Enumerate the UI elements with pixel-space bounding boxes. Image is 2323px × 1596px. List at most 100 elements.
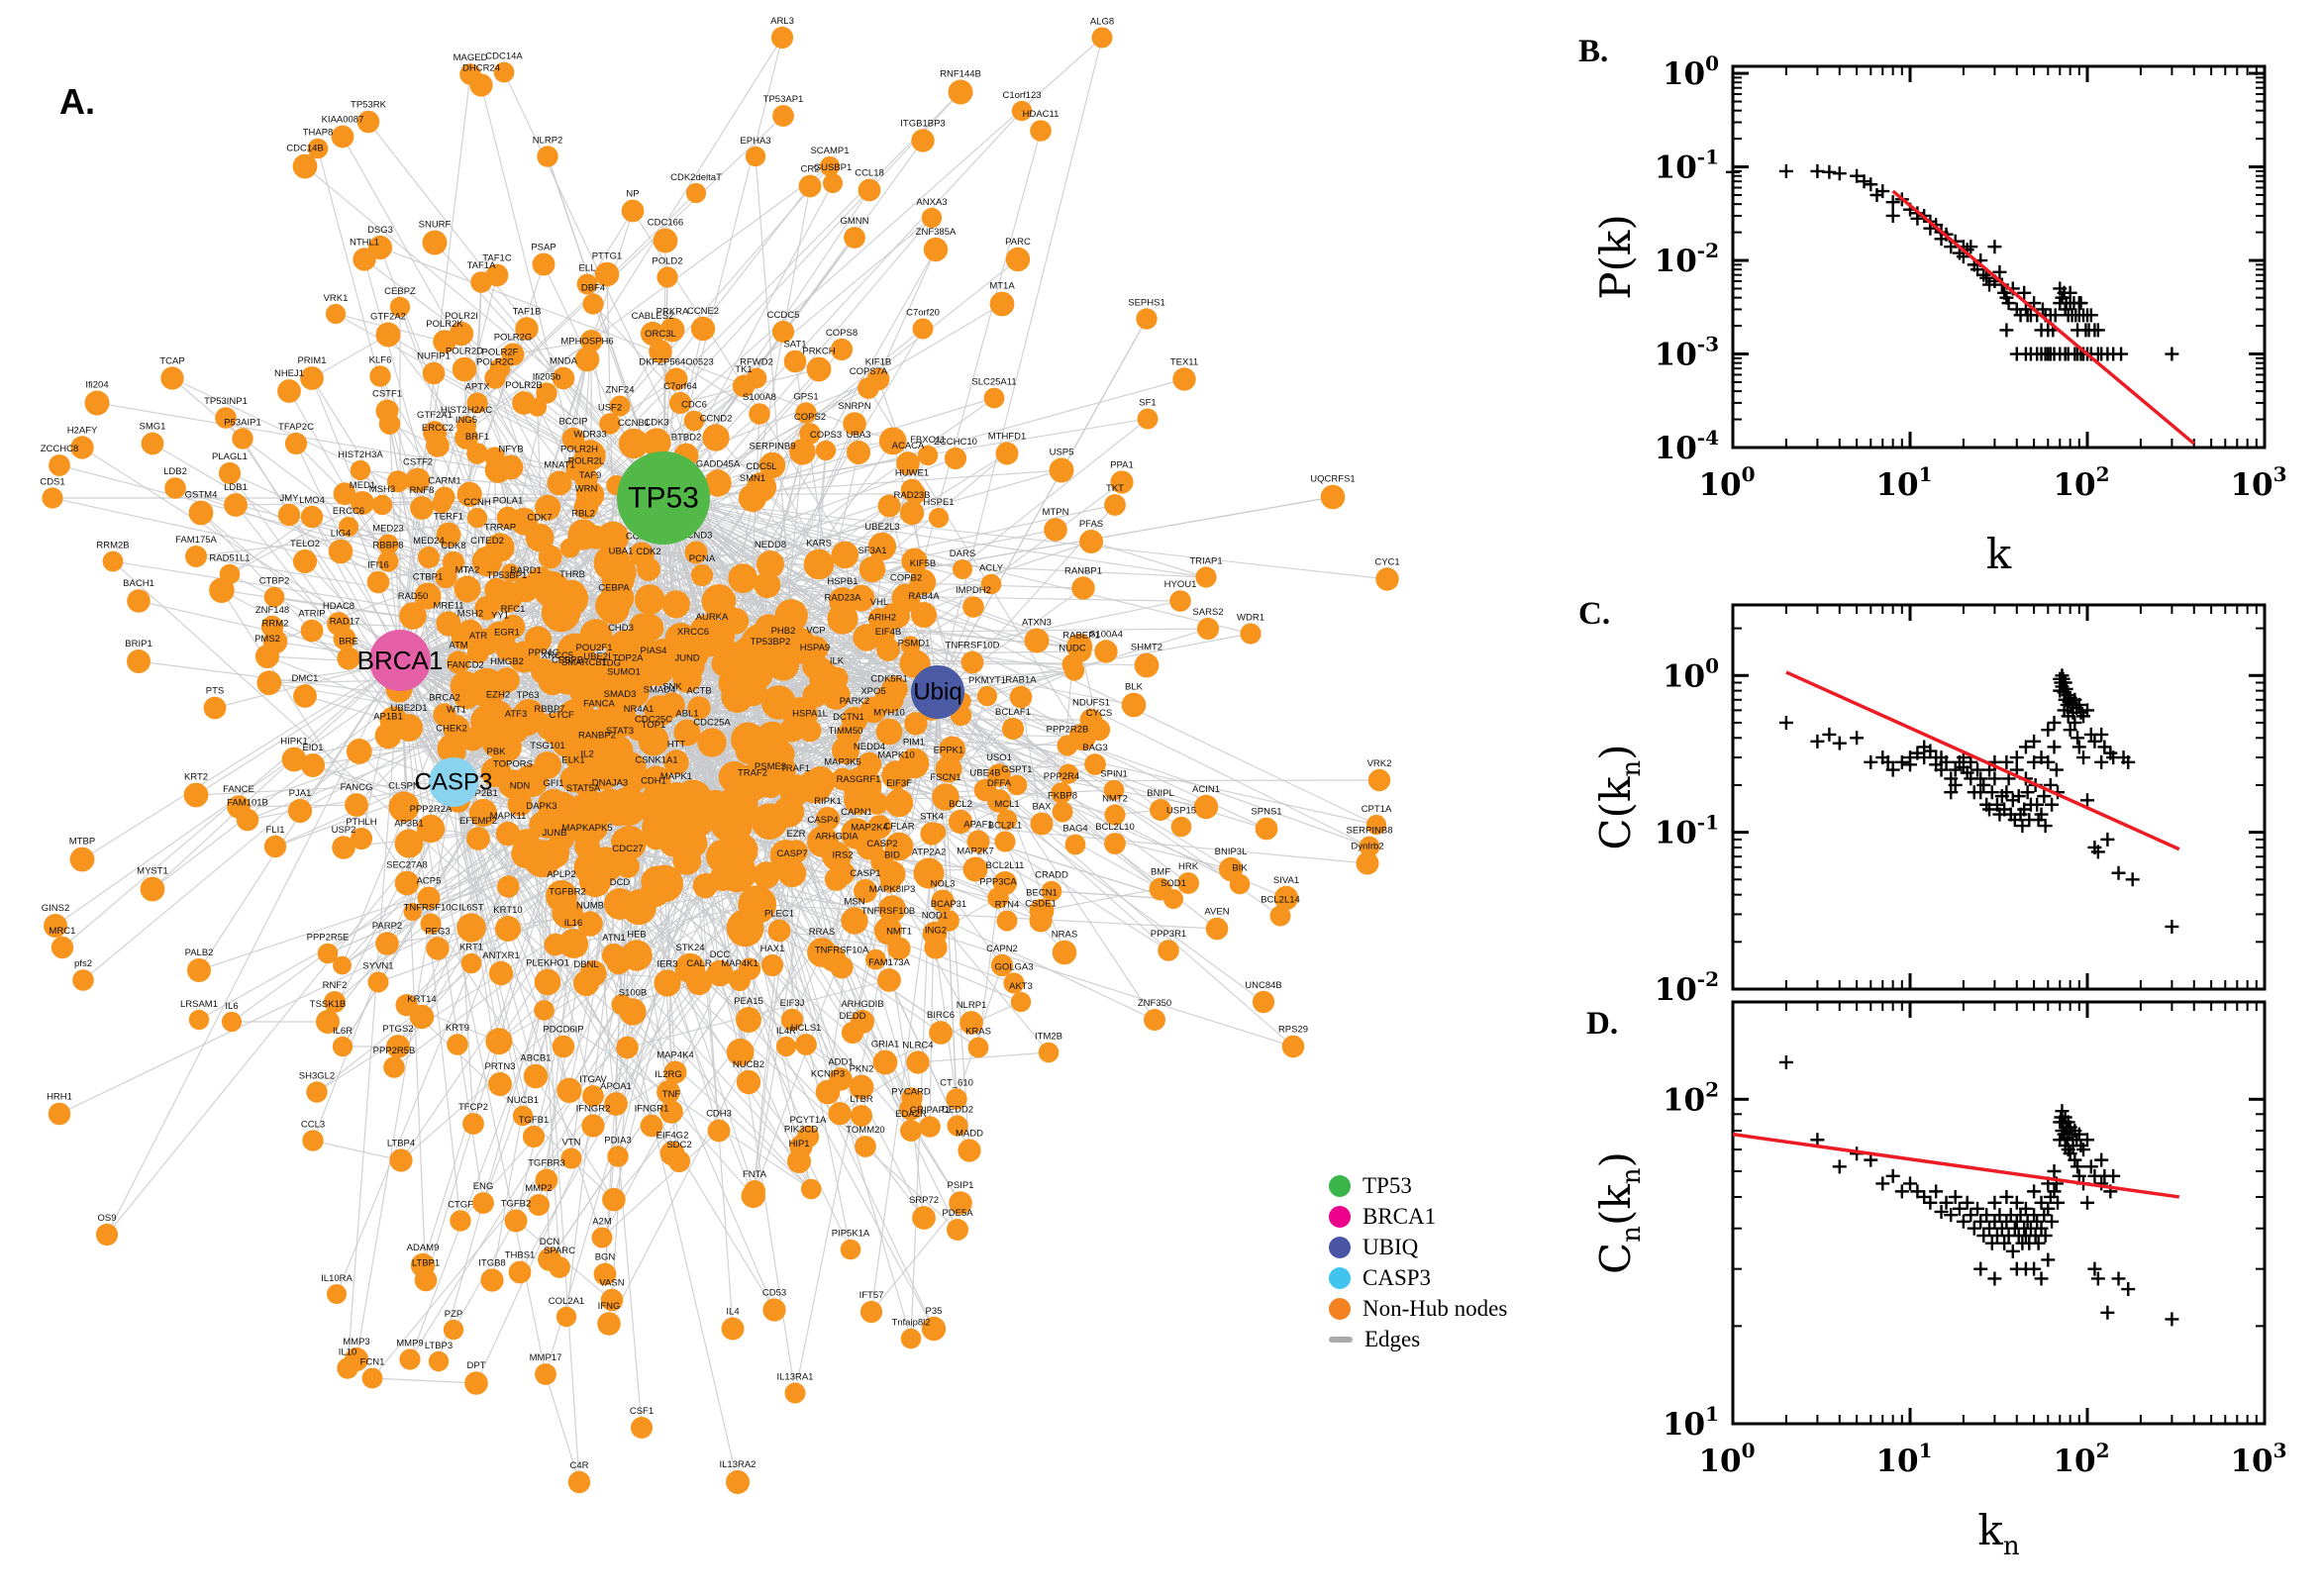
network-node	[745, 146, 766, 167]
network-node-label: P53AIP1	[224, 417, 261, 428]
network-node	[855, 1136, 876, 1157]
network-node-label: IL13RA2	[720, 1459, 757, 1470]
network-node	[375, 932, 399, 955]
network-node	[371, 494, 393, 516]
network-node	[877, 968, 901, 992]
network-node-label: TNFRSF10B	[861, 906, 915, 917]
network-node-label: CDK3	[644, 417, 668, 428]
network-node	[844, 227, 865, 249]
network-node	[1044, 518, 1067, 542]
network-node-label: BRF1	[465, 432, 489, 443]
network-node-label: GMNN	[840, 216, 868, 227]
network-node	[783, 349, 807, 373]
network-node-label: ERCC2	[422, 423, 454, 434]
hub-node-ubiq	[911, 665, 964, 719]
network-node	[1150, 799, 1171, 821]
network-node-label: WRN	[575, 484, 598, 495]
network-node	[331, 125, 354, 149]
network-node	[841, 1021, 864, 1045]
network-node	[374, 722, 402, 749]
network-node	[815, 440, 837, 461]
network-nodes	[42, 26, 1399, 1494]
network-node	[495, 821, 521, 847]
network-node	[1001, 717, 1025, 741]
network-node	[900, 1328, 922, 1349]
network-node	[496, 506, 520, 530]
network-node	[422, 230, 448, 255]
network-node-label: JUND	[674, 652, 699, 663]
network-node-label: P35	[926, 1306, 943, 1317]
network-node-label: HSPA9	[800, 643, 830, 653]
network-node	[827, 603, 858, 635]
network-node-label: PLEC1	[764, 909, 794, 920]
network-node	[987, 763, 1011, 787]
network-node-label: MAGED	[454, 52, 488, 63]
fit-line	[1891, 189, 2195, 446]
network-node	[389, 296, 411, 318]
network-node-label: MRE11	[434, 600, 464, 611]
network-node	[637, 557, 660, 581]
network-node-label: RBBP8	[372, 540, 403, 550]
tick-label: 10-1	[1655, 146, 1719, 186]
network-node-label: UBA1	[609, 546, 634, 556]
network-node-label: EID1	[302, 743, 323, 753]
network-node	[690, 316, 716, 342]
network-node-label: IL13RA1	[777, 1371, 814, 1382]
network-node-label: PFAS	[1079, 519, 1103, 530]
network-node	[858, 178, 881, 202]
network-node-label: XRCC5	[542, 650, 573, 661]
network-node	[644, 695, 675, 727]
network-node	[1281, 1035, 1305, 1058]
network-node-label: TIMM50	[829, 726, 863, 737]
network-node-label: UBE2D1	[391, 703, 428, 714]
network-node	[471, 546, 503, 577]
network-node-label: POLR2B	[505, 380, 543, 391]
network-node-label: ELK1	[561, 755, 584, 766]
network-node-label: GTF2A1	[417, 410, 453, 421]
network-node-label: GPS1	[793, 391, 818, 402]
network-node	[1252, 990, 1275, 1014]
network-node-label: PPP4C	[528, 648, 558, 658]
network-node	[377, 550, 399, 572]
network-node-label: RIPK1	[814, 796, 841, 807]
network-node	[843, 412, 866, 436]
network-node-label: PTGS2	[382, 1024, 413, 1035]
network-node	[484, 367, 506, 389]
network-node-label: MT1A	[989, 281, 1015, 292]
network-node-label: SARS2	[1192, 607, 1223, 618]
network-node	[531, 658, 556, 684]
network-node-label: C1orf123	[1002, 90, 1041, 101]
network-node	[466, 507, 488, 529]
network-node	[317, 943, 339, 964]
network-node-label: EFEMP2	[459, 816, 497, 827]
network-node	[409, 1004, 435, 1030]
network-node-label: ATRIP	[298, 609, 325, 620]
network-node-label: RAD50	[398, 591, 429, 602]
tick-label: 100	[1698, 1439, 1755, 1479]
network-node-label: IFNGR2	[576, 1103, 611, 1114]
network-node-label: CDK5R1	[870, 673, 908, 684]
network-node	[1218, 856, 1244, 882]
network-node	[1255, 817, 1278, 841]
network-node	[375, 399, 399, 423]
network-node-label: OS9	[97, 1213, 116, 1224]
network-node	[583, 662, 611, 690]
network-node	[356, 110, 380, 134]
network-node-label: BCL2L14	[1261, 895, 1300, 906]
network-node-label: KRT2	[184, 772, 208, 783]
network-node-label: POLA1	[493, 496, 524, 507]
network-node-label: AP3B1	[394, 819, 424, 830]
network-node	[1024, 628, 1050, 653]
axis-ticks	[1731, 1002, 2267, 1426]
network-node	[924, 936, 948, 959]
network-node-label: ITGAV	[579, 1074, 607, 1085]
network-node	[558, 929, 588, 958]
network-node-label: PIP5K1A	[832, 1229, 870, 1240]
network-node-label: UBE4B	[969, 768, 1000, 779]
network-node	[95, 1223, 119, 1247]
network-node	[1205, 917, 1229, 941]
network-node	[219, 563, 241, 585]
network-node-label: RAB1A	[1005, 675, 1037, 686]
network-node	[218, 461, 242, 485]
network-node-label: CCL18	[855, 168, 884, 179]
